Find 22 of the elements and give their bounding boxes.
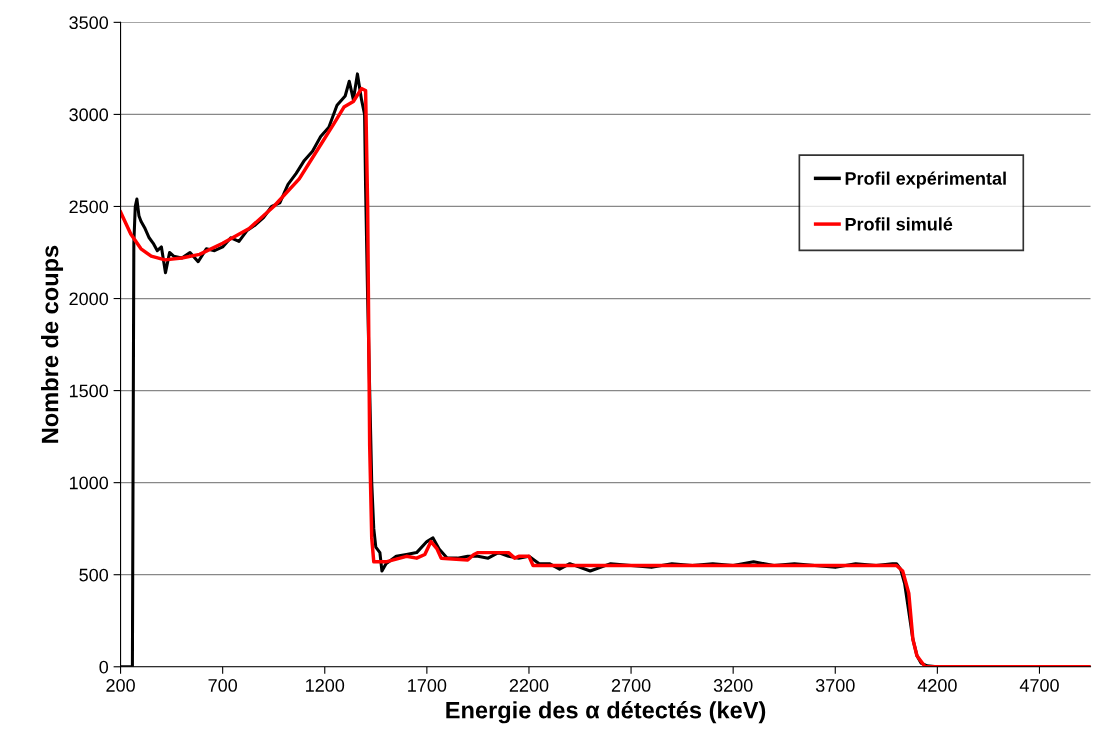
y-tick-label: 1500 — [69, 384, 109, 398]
x-tick-label: 1700 — [408, 679, 447, 692]
x-tick-label: 3700 — [815, 679, 855, 692]
y-tick-label: 2500 — [69, 200, 109, 214]
x-axis-title: Energie des α détectés (keV) — [446, 700, 766, 724]
legend-label: Profil expérimental — [845, 171, 1006, 189]
y-tick-label: 2000 — [69, 292, 109, 306]
y-tick-label: 0 — [99, 660, 109, 674]
x-tick-label: 4200 — [917, 679, 957, 692]
x-tick-label: 2700 — [611, 679, 651, 692]
y-axis-title: Nombre de coups — [41, 245, 64, 443]
legend-label: Profil simulé — [845, 217, 953, 231]
y-tick-label: 1000 — [69, 476, 109, 490]
x-tick-label: 3200 — [713, 679, 753, 692]
x-tick-label: 4700 — [1019, 679, 1059, 692]
x-tick-label: 1200 — [306, 679, 345, 692]
x-tick-label: 2200 — [509, 679, 549, 692]
x-tick-label: 700 — [208, 679, 238, 692]
y-tick-label: 3500 — [69, 16, 109, 30]
x-tick-label: 200 — [106, 679, 135, 692]
y-tick-label: 500 — [79, 568, 109, 582]
y-tick-label: 3000 — [69, 108, 109, 122]
